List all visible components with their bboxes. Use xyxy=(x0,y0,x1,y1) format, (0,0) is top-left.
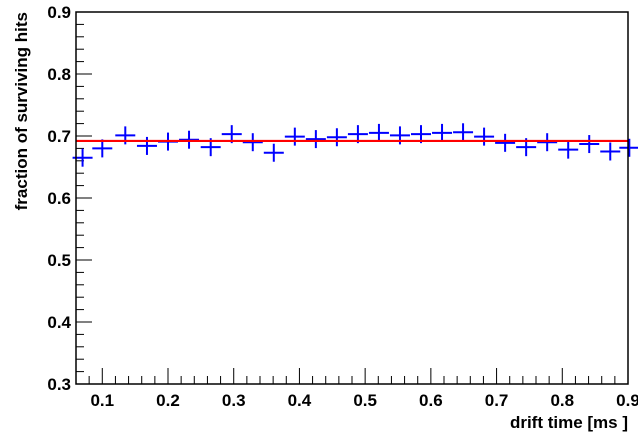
data-point xyxy=(453,123,474,142)
y-tick-labels: 0.3 0.4 0.5 0.6 0.7 0.8 0.9 xyxy=(47,3,71,394)
data-point xyxy=(305,130,326,149)
y-tick-label: 0.5 xyxy=(47,251,71,270)
x-tick-label: 0.3 xyxy=(222,391,246,410)
x-tick-label: 0.6 xyxy=(419,391,443,410)
x-tick-label: 0.9 xyxy=(616,391,638,410)
data-point xyxy=(136,136,157,155)
data-point xyxy=(284,127,305,146)
data-point xyxy=(179,130,200,149)
y-tick-label: 0.7 xyxy=(47,127,71,146)
x-tick-label: 0.8 xyxy=(550,391,574,410)
data-point xyxy=(558,140,579,159)
data-point xyxy=(432,123,453,142)
data-point xyxy=(242,133,263,152)
y-tick-label: 0.4 xyxy=(47,313,71,332)
data-point xyxy=(326,128,347,147)
data-point xyxy=(537,133,558,152)
axis-ticks xyxy=(75,11,629,385)
plot-frame xyxy=(75,11,629,385)
data-point xyxy=(263,143,284,162)
x-tick-labels: 0.1 0.2 0.3 0.4 0.5 0.6 0.7 0.8 0.9 xyxy=(90,391,638,410)
y-axis-label: fraction of surviving hits xyxy=(12,12,31,210)
data-point xyxy=(579,135,600,154)
data-point xyxy=(92,139,113,158)
y-tick-label: 0.8 xyxy=(47,65,71,84)
x-tick-label: 0.2 xyxy=(156,391,180,410)
x-tick-label: 0.1 xyxy=(90,391,114,410)
y-tick-label: 0.6 xyxy=(47,189,71,208)
data-point xyxy=(600,142,621,161)
data-point xyxy=(619,138,638,157)
x-axis-label: drift time [ms ] xyxy=(510,413,628,432)
data-point xyxy=(495,133,516,152)
data-points xyxy=(72,123,638,167)
data-point xyxy=(474,127,495,146)
y-tick-label: 0.3 xyxy=(47,375,71,394)
data-point xyxy=(368,123,389,142)
y-tick-label: 0.9 xyxy=(47,3,71,22)
x-tick-label: 0.5 xyxy=(353,391,377,410)
x-tick-label: 0.4 xyxy=(288,391,312,410)
x-tick-label: 0.7 xyxy=(485,391,509,410)
